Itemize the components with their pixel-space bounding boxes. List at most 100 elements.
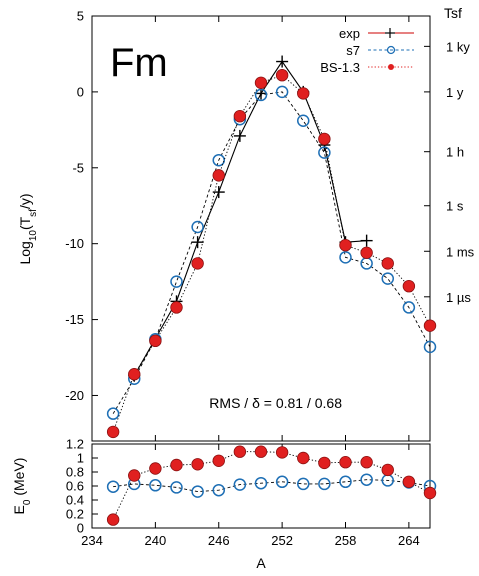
data-point <box>423 340 437 354</box>
x-tick-label: 246 <box>208 533 230 548</box>
data-point <box>254 476 268 490</box>
legend-label: BS-1.3 <box>320 60 360 75</box>
data-point <box>128 469 141 482</box>
legend-marker <box>386 45 396 55</box>
data-point <box>106 513 120 526</box>
legend-marker <box>388 64 394 70</box>
series-bs-1-3 <box>106 68 437 439</box>
x-tick-label: 240 <box>145 533 167 548</box>
lower-panel: 234 240 246 252 258 264 00.20.40.60.811.2 E0 (M… <box>11 437 437 571</box>
data-point <box>128 368 141 381</box>
data-point <box>402 475 416 489</box>
y-axis-label: Log10(Tsf/y) <box>17 193 39 264</box>
legend-label: exp <box>339 26 360 41</box>
data-point <box>381 257 394 270</box>
data-point <box>402 279 416 293</box>
x-tick-label: 264 <box>398 533 420 548</box>
data-point <box>233 129 246 142</box>
legend-label: s7 <box>346 43 360 58</box>
data-point <box>149 479 162 492</box>
data-point <box>297 477 310 491</box>
data-point <box>149 462 162 475</box>
data-point <box>149 334 162 348</box>
data-point <box>106 407 120 420</box>
data-point <box>423 319 437 332</box>
e0-axis-label: E0 (MeV) <box>11 458 33 515</box>
right-tick-label: 1 h <box>446 145 464 160</box>
plot-frame <box>91 15 431 442</box>
data-point <box>170 481 183 494</box>
series-line <box>112 74 431 433</box>
data-point <box>233 109 247 123</box>
data-point <box>297 87 310 100</box>
y-tick-label: 0.6 <box>66 479 84 494</box>
data-point <box>191 236 204 249</box>
element-label: Fm <box>110 41 168 85</box>
right-tick-label: 1 s <box>446 199 464 214</box>
data-point <box>233 478 247 491</box>
data-point <box>170 275 183 288</box>
data-point <box>360 456 373 469</box>
x-tick-label: 258 <box>335 533 357 548</box>
y-tick-label: 1.2 <box>66 437 84 452</box>
right-axis-title: Tsf <box>444 5 462 21</box>
series-s7 <box>106 473 437 498</box>
data-point <box>360 473 373 486</box>
y-tick-label: -20 <box>65 388 84 403</box>
y-tick-label: -10 <box>65 236 84 251</box>
upper-panel: 5 0 -5 -10 -15 -20 1 ky 1 y 1 h 1 s 1 ms 1 µs Tsf Log… <box>17 5 475 442</box>
x-tick-label: 234 <box>81 533 103 548</box>
series-line <box>112 451 431 520</box>
right-tick-label: 1 ms <box>446 244 475 259</box>
data-point <box>423 486 437 500</box>
data-point <box>339 238 352 252</box>
data-point <box>381 272 394 285</box>
data-point <box>297 114 310 127</box>
data-point <box>191 257 204 270</box>
y-tick-label: 0 <box>77 521 84 536</box>
right-tick-label: 1 ky <box>446 39 470 54</box>
y-tick-label: 5 <box>77 9 84 24</box>
data-point <box>360 246 373 259</box>
series-line <box>113 479 431 493</box>
data-point <box>402 301 416 314</box>
data-point <box>191 485 204 498</box>
data-point <box>275 446 289 459</box>
series-exp <box>128 55 373 382</box>
legend-marker <box>385 28 395 38</box>
data-point <box>318 132 331 146</box>
data-point <box>170 301 183 314</box>
y-tick-label: -5 <box>72 160 84 175</box>
data-point <box>275 68 289 82</box>
data-point <box>170 458 183 472</box>
x-tick-label: 252 <box>271 533 293 548</box>
data-point <box>212 153 225 167</box>
right-tick-label: 1 µs <box>446 290 471 305</box>
data-point <box>297 451 310 465</box>
data-point <box>318 456 331 470</box>
data-point <box>212 186 225 199</box>
data-point <box>106 480 120 493</box>
data-point <box>339 475 352 489</box>
series-line <box>133 60 367 377</box>
y-tick-label: 1 <box>77 451 84 466</box>
data-point <box>381 463 394 477</box>
data-point <box>191 458 204 471</box>
series-s7 <box>106 85 437 420</box>
data-point <box>106 425 120 439</box>
data-point <box>318 477 331 491</box>
data-point <box>212 169 225 182</box>
data-point <box>212 483 225 497</box>
data-point <box>339 251 352 264</box>
data-point <box>360 234 373 247</box>
y-tick-label: 0 <box>77 84 84 99</box>
right-tick-label: 1 y <box>446 85 464 100</box>
data-point <box>275 85 289 99</box>
data-point <box>254 445 268 458</box>
rms-annotation: RMS / δ = 0.81 / 0.68 <box>209 395 342 411</box>
data-point <box>339 456 352 469</box>
data-point <box>233 445 247 458</box>
y-tick-label: -15 <box>65 312 84 327</box>
series-line <box>112 91 431 414</box>
